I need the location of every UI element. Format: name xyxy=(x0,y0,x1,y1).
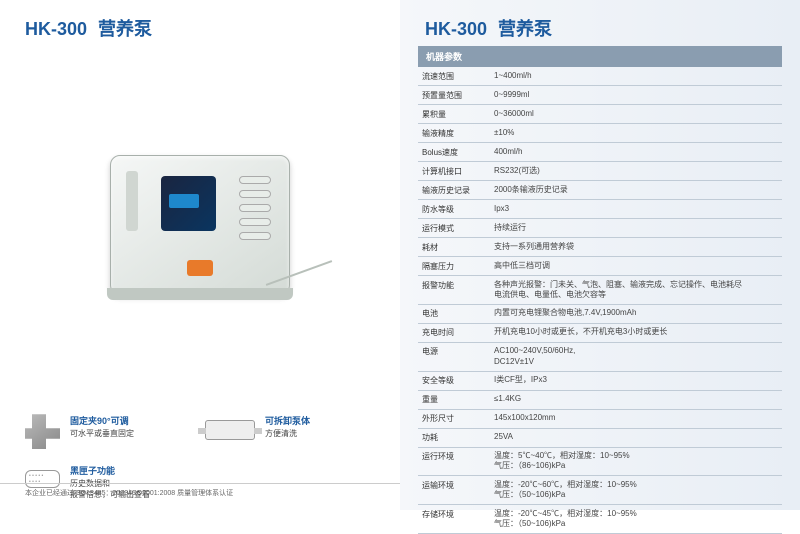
spec-key: Bolus速度 xyxy=(418,147,488,158)
spec-value: 内置可充电锂聚合物电池,7.4V,1900mAh xyxy=(488,308,782,319)
spec-value: ±10% xyxy=(488,128,782,139)
spec-key: 输液历史记录 xyxy=(418,185,488,196)
spec-value: 温度：-20℃~60℃，相对湿度：10~95%气压：（50~106)kPa xyxy=(488,480,782,501)
spec-key: 运输环境 xyxy=(418,480,488,501)
page-title-right: HK-300 营养泵 xyxy=(400,0,800,46)
spec-row: 隔塞压力 高中低三档可调 xyxy=(418,257,782,276)
spec-key: 运行模式 xyxy=(418,223,488,234)
spec-value: 25VA xyxy=(488,432,782,443)
spec-table-header: 机器参数 xyxy=(418,46,782,67)
spec-row: 电源 AC100~240V,50/60Hz,DC12V±1V xyxy=(418,343,782,372)
product-name: 营养泵 xyxy=(498,19,552,39)
pump-device-illustration xyxy=(110,155,290,295)
spec-key: 流速范围 xyxy=(418,71,488,82)
spec-key: 耗材 xyxy=(418,242,488,253)
spec-key: 电池 xyxy=(418,308,488,319)
feature-title: 固定夹90°可调 xyxy=(70,414,134,427)
spec-value: 145x100x120mm xyxy=(488,413,782,424)
spec-key: 安全等级 xyxy=(418,375,488,386)
spec-row: 外形尺寸 145x100x120mm xyxy=(418,410,782,429)
spec-row: 存储环境 温度：-20℃~45℃，相对湿度：10~95%气压：（50~106)k… xyxy=(418,505,782,534)
feature-item: 固定夹90°可调 可水平或垂直固定 xyxy=(25,414,195,449)
left-page: HK-300 营养泵 固定夹90°可调 可水平或垂直固定 可拆卸泵体 方便清洗 … xyxy=(0,0,400,510)
spec-value: 0~36000ml xyxy=(488,109,782,120)
cert-footer: 本企业已经通过ISO13485：2003/ISO9001:2008 质量管理体系… xyxy=(0,483,400,502)
spec-row: 运输环境 温度：-20℃~60℃，相对湿度：10~95%气压：（50~106)k… xyxy=(418,476,782,505)
page-title-left: HK-300 营养泵 xyxy=(0,0,400,46)
spec-row: 安全等级 I类CF型，IPx3 xyxy=(418,372,782,391)
product-image xyxy=(0,46,400,404)
spec-table: 流速范围 1~400ml/h预置量范围 0~9999ml累积量 0~36000m… xyxy=(418,67,782,534)
spec-row: 运行模式 持续运行 xyxy=(418,219,782,238)
spec-key: 报警功能 xyxy=(418,280,488,301)
model-code: HK-300 xyxy=(25,19,87,39)
spec-value: 各种声光报警：门未关、气泡、阻塞、输液完成、忘记操作、电池耗尽电流供电、电量低、… xyxy=(488,280,782,301)
spec-value: RS232(可选) xyxy=(488,166,782,177)
spec-row: 输液精度 ±10% xyxy=(418,124,782,143)
spec-key: 输液精度 xyxy=(418,128,488,139)
spec-value: AC100~240V,50/60Hz,DC12V±1V xyxy=(488,346,782,367)
spec-row: 预置量范围 0~9999ml xyxy=(418,86,782,105)
spec-key: 预置量范围 xyxy=(418,90,488,101)
spec-key: 累积量 xyxy=(418,109,488,120)
clamp-icon xyxy=(25,414,60,449)
body-icon xyxy=(205,420,255,440)
product-name: 营养泵 xyxy=(98,19,152,39)
spec-key: 存储环境 xyxy=(418,509,488,530)
spec-value: 持续运行 xyxy=(488,223,782,234)
spec-row: 输液历史记录 2000条输液历史记录 xyxy=(418,181,782,200)
spec-key: 计算机接口 xyxy=(418,166,488,177)
spec-row: 重量 ≤1.4KG xyxy=(418,391,782,410)
right-page: HK-300 营养泵 机器参数 流速范围 1~400ml/h预置量范围 0~99… xyxy=(400,0,800,510)
spec-row: 耗材 支持一系列通用营养袋 xyxy=(418,238,782,257)
model-code: HK-300 xyxy=(425,19,487,39)
feature-desc: 方便清洗 xyxy=(265,429,310,439)
spec-key: 充电时间 xyxy=(418,327,488,338)
spec-row: 电池 内置可充电锂聚合物电池,7.4V,1900mAh xyxy=(418,305,782,324)
spec-value: ≤1.4KG xyxy=(488,394,782,405)
spec-row: 运行环境 温度：5℃~40℃，相对湿度：10~95%气压：（86~106)kPa xyxy=(418,448,782,477)
spec-value: 支持一系列通用营养袋 xyxy=(488,242,782,253)
spec-row: Bolus速度 400ml/h xyxy=(418,143,782,162)
spec-key: 运行环境 xyxy=(418,451,488,472)
spec-key: 功耗 xyxy=(418,432,488,443)
spec-row: 报警功能 各种声光报警：门未关、气泡、阻塞、输液完成、忘记操作、电池耗尽电流供电… xyxy=(418,276,782,305)
spec-value: 1~400ml/h xyxy=(488,71,782,82)
spec-value: 0~9999ml xyxy=(488,90,782,101)
feature-desc: 可水平或垂直固定 xyxy=(70,429,134,439)
spec-row: 防水等级 Ipx3 xyxy=(418,200,782,219)
spec-key: 隔塞压力 xyxy=(418,261,488,272)
spec-value: 温度：-20℃~45℃，相对湿度：10~95%气压：（50~106)kPa xyxy=(488,509,782,530)
spec-row: 累积量 0~36000ml xyxy=(418,105,782,124)
spec-row: 功耗 25VA xyxy=(418,429,782,448)
spec-value: 400ml/h xyxy=(488,147,782,158)
spec-key: 电源 xyxy=(418,346,488,367)
feature-title: 可拆卸泵体 xyxy=(265,414,310,427)
spec-value: 2000条输液历史记录 xyxy=(488,185,782,196)
spec-key: 重量 xyxy=(418,394,488,405)
spec-value: 高中低三档可调 xyxy=(488,261,782,272)
spec-key: 外形尺寸 xyxy=(418,413,488,424)
spec-row: 计算机接口 RS232(可选) xyxy=(418,162,782,181)
feature-title: 黑匣子功能 xyxy=(70,464,150,477)
spec-row: 充电时间 开机充电10小时或更长，不开机充电3小时或更长 xyxy=(418,324,782,343)
spec-value: 开机充电10小时或更长，不开机充电3小时或更长 xyxy=(488,327,782,338)
spec-value: I类CF型，IPx3 xyxy=(488,375,782,386)
spec-row: 流速范围 1~400ml/h xyxy=(418,67,782,86)
spec-value: Ipx3 xyxy=(488,204,782,215)
spec-key: 防水等级 xyxy=(418,204,488,215)
spec-value: 温度：5℃~40℃，相对湿度：10~95%气压：（86~106)kPa xyxy=(488,451,782,472)
feature-item: 可拆卸泵体 方便清洗 xyxy=(205,414,375,449)
